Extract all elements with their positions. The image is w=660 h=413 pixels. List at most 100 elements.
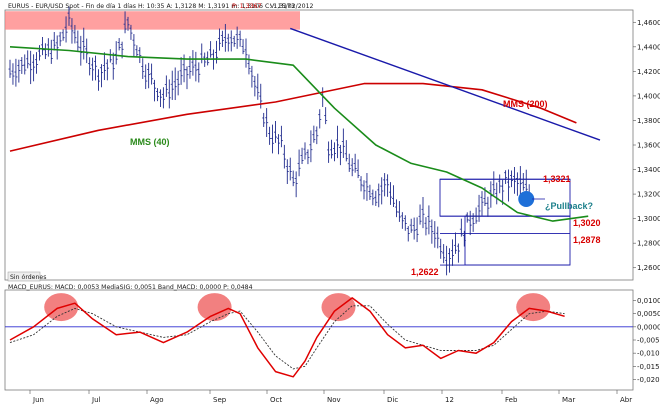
candle (282, 144, 286, 169)
axis-layer: 1,4600 1,4400 1,4200 1,4000 1,3800 1,3600 1,34… (29, 19, 660, 404)
candle (197, 62, 201, 83)
candle (306, 149, 310, 165)
candle (123, 11, 127, 34)
candle (26, 50, 30, 69)
candle (144, 64, 148, 90)
candle (43, 43, 47, 60)
candle (344, 140, 348, 162)
month-label: Ago (150, 396, 164, 404)
candle (11, 63, 15, 85)
price-tick-label: 1,3000 (637, 215, 660, 223)
candle (445, 245, 449, 276)
candle (418, 204, 422, 225)
candle (150, 63, 154, 85)
candle (462, 230, 466, 247)
candle (524, 169, 528, 194)
candle (232, 35, 236, 47)
mms40-label: MMS (40) (130, 137, 170, 147)
resistance-zone (5, 11, 300, 30)
candle (439, 238, 443, 259)
candle (362, 180, 366, 200)
candle (58, 31, 62, 47)
macd-tick-label: 0,0100 (637, 297, 660, 305)
candle (315, 126, 319, 145)
candle (477, 194, 481, 222)
candle (235, 26, 239, 49)
macd-tick-label: -0,0100 (637, 350, 660, 358)
candle (507, 169, 511, 202)
downtrend-line (290, 27, 601, 141)
candle (474, 207, 478, 224)
candle (356, 159, 360, 179)
macd-signal-line (9, 305, 565, 370)
price-tick-label: 1,2800 (637, 240, 660, 248)
candle (300, 147, 304, 165)
month-label: Nov (327, 396, 341, 404)
candle (61, 29, 65, 41)
candle (285, 159, 289, 184)
candle (504, 170, 508, 184)
month-label: Jul (91, 396, 101, 404)
candle (20, 57, 24, 74)
candle (394, 199, 398, 218)
candle (79, 35, 83, 66)
candle (415, 217, 419, 243)
level-label-3: 1,2878 (573, 235, 601, 245)
candle (512, 167, 516, 194)
candle (244, 38, 248, 68)
candle (403, 215, 407, 231)
price-tick-label: 1,3400 (637, 166, 660, 174)
candle (220, 30, 224, 47)
candle (430, 219, 434, 244)
mms200-line (9, 82, 577, 152)
candle (91, 57, 95, 81)
macd-tick-label: -0,0150 (637, 363, 660, 371)
candle (67, 6, 71, 26)
month-label: 12 (445, 396, 454, 404)
candle (486, 196, 490, 217)
candle (99, 64, 103, 88)
month-label: Sep (213, 396, 227, 404)
candle (386, 174, 390, 197)
candle (217, 28, 221, 51)
candle (23, 54, 27, 75)
candle (451, 239, 454, 266)
candle (179, 57, 183, 85)
candle (309, 130, 313, 163)
candle (97, 69, 100, 91)
level-label-2: 1,3020 (573, 218, 601, 228)
candle (253, 76, 257, 97)
price-layer (5, 6, 601, 276)
candle (353, 153, 357, 173)
candle (17, 59, 21, 83)
price-header-text: EURUS - EUR/USD Spot - Fin de día 1 días… (8, 2, 295, 10)
candle (400, 212, 404, 229)
candle (153, 79, 157, 102)
candle (141, 58, 145, 79)
candle (501, 179, 505, 205)
candle (129, 24, 133, 40)
candle (392, 185, 395, 208)
candle (82, 27, 86, 60)
sin-ordenes-button[interactable] (7, 271, 41, 282)
candle (88, 57, 92, 76)
candle (185, 66, 189, 90)
candle (453, 232, 457, 254)
candle (14, 58, 18, 87)
month-label: Oct (270, 396, 282, 404)
candle (49, 39, 53, 64)
candle (371, 189, 375, 206)
candle (498, 174, 502, 194)
candle (135, 45, 139, 58)
macd-line (9, 297, 565, 378)
candle (380, 177, 384, 205)
price-tick-label: 1,2600 (637, 264, 660, 272)
candle (132, 34, 136, 58)
candle (102, 52, 106, 81)
mms40-line (9, 46, 589, 222)
candle (271, 124, 275, 154)
candle (64, 16, 68, 43)
macd-tick-label: 0,0000 (637, 323, 660, 331)
candle (176, 70, 180, 96)
